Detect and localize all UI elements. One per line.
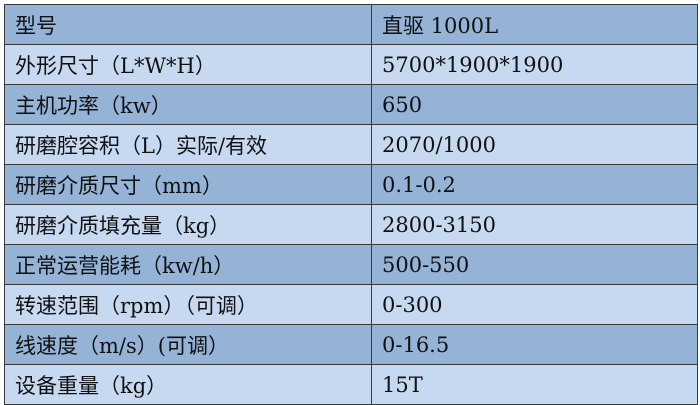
- table-row: 线速度（m/s）(可调） 0-16.5: [4, 324, 698, 365]
- spec-label: 外形尺寸（L*W*H）: [4, 44, 372, 85]
- spec-label: 主机功率（kw）: [4, 84, 372, 125]
- spec-value: 直驱 1000L: [371, 4, 698, 45]
- spec-table: 型号 直驱 1000L 外形尺寸（L*W*H） 5700*1900*1900 主机功率（…: [4, 4, 698, 405]
- spec-label: 线速度（m/s）(可调）: [4, 324, 372, 365]
- spec-value: 650: [371, 84, 698, 125]
- spec-label: 研磨介质尺寸（mm）: [4, 164, 372, 205]
- table-row: 型号 直驱 1000L: [4, 4, 698, 45]
- spec-value: 500-550: [371, 244, 698, 285]
- table-row: 研磨腔容积（L）实际/有效 2070/1000: [4, 124, 698, 165]
- table-row: 研磨介质填充量（kg） 2800-3150: [4, 204, 698, 245]
- table-row: 研磨介质尺寸（mm） 0.1-0.2: [4, 164, 698, 205]
- spec-value: 0-16.5: [371, 324, 698, 365]
- spec-value: 15T: [371, 364, 698, 405]
- spec-label: 转速范围（rpm）（可调）: [4, 284, 372, 325]
- table-row: 设备重量（kg） 15T: [4, 364, 698, 405]
- table-row: 正常运营能耗（kw/h） 500-550: [4, 244, 698, 285]
- table-row: 转速范围（rpm）（可调） 0-300: [4, 284, 698, 325]
- spec-label: 设备重量（kg）: [4, 364, 372, 405]
- table-row: 主机功率（kw） 650: [4, 84, 698, 125]
- spec-value: 2070/1000: [371, 124, 698, 165]
- spec-value: 0.1-0.2: [371, 164, 698, 205]
- spec-label: 研磨介质填充量（kg）: [4, 204, 372, 245]
- table-row: 外形尺寸（L*W*H） 5700*1900*1900: [4, 44, 698, 85]
- spec-label: 正常运营能耗（kw/h）: [4, 244, 372, 285]
- spec-value: 2800-3150: [371, 204, 698, 245]
- spec-value: 0-300: [371, 284, 698, 325]
- spec-value: 5700*1900*1900: [371, 44, 698, 85]
- spec-label: 型号: [4, 4, 372, 45]
- spec-label: 研磨腔容积（L）实际/有效: [4, 124, 372, 165]
